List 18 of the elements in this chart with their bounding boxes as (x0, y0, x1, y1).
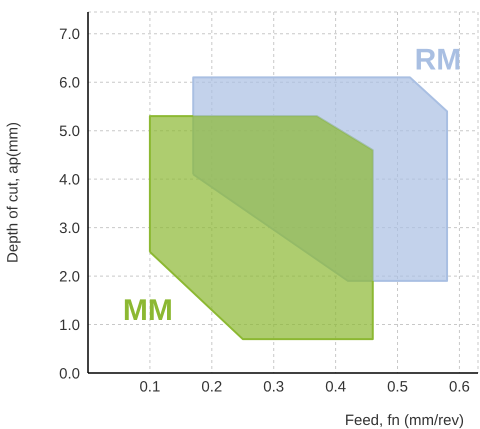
x-tick-label: 0.5 (387, 378, 408, 396)
series-label: MM (122, 294, 173, 327)
y-tick-label: 4.0 (59, 172, 80, 188)
x-tick-label: 0.4 (325, 378, 346, 396)
y-tick-label: 0.0 (59, 365, 80, 382)
y-axis-title: Depth of cut, ap(mm) (4, 122, 22, 263)
y-tick-label: 2.0 (59, 268, 80, 286)
y-tick-label: 7.0 (59, 26, 80, 44)
x-tick-label: 0.3 (263, 378, 284, 396)
x-tick-label: 0.6 (449, 378, 470, 396)
x-tick-label: 0.2 (201, 378, 222, 396)
y-tick-label: 3.0 (59, 220, 80, 237)
series-label: RM (414, 43, 462, 76)
y-tick-label: 5.0 (59, 123, 80, 140)
x-tick-label: 0.1 (139, 378, 160, 396)
y-tick-label: 1.0 (59, 316, 80, 334)
y-tick-label: 6.0 (59, 74, 80, 92)
x-axis-title: Feed, fn (mm/rev) (344, 412, 464, 429)
